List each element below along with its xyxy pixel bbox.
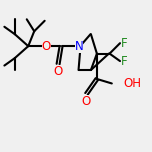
Text: N: N bbox=[75, 40, 83, 53]
Text: O: O bbox=[82, 95, 91, 108]
Text: O: O bbox=[54, 65, 63, 78]
Text: F: F bbox=[121, 37, 127, 50]
Text: F: F bbox=[121, 55, 127, 68]
Text: O: O bbox=[41, 40, 51, 53]
Text: OH: OH bbox=[124, 77, 142, 90]
